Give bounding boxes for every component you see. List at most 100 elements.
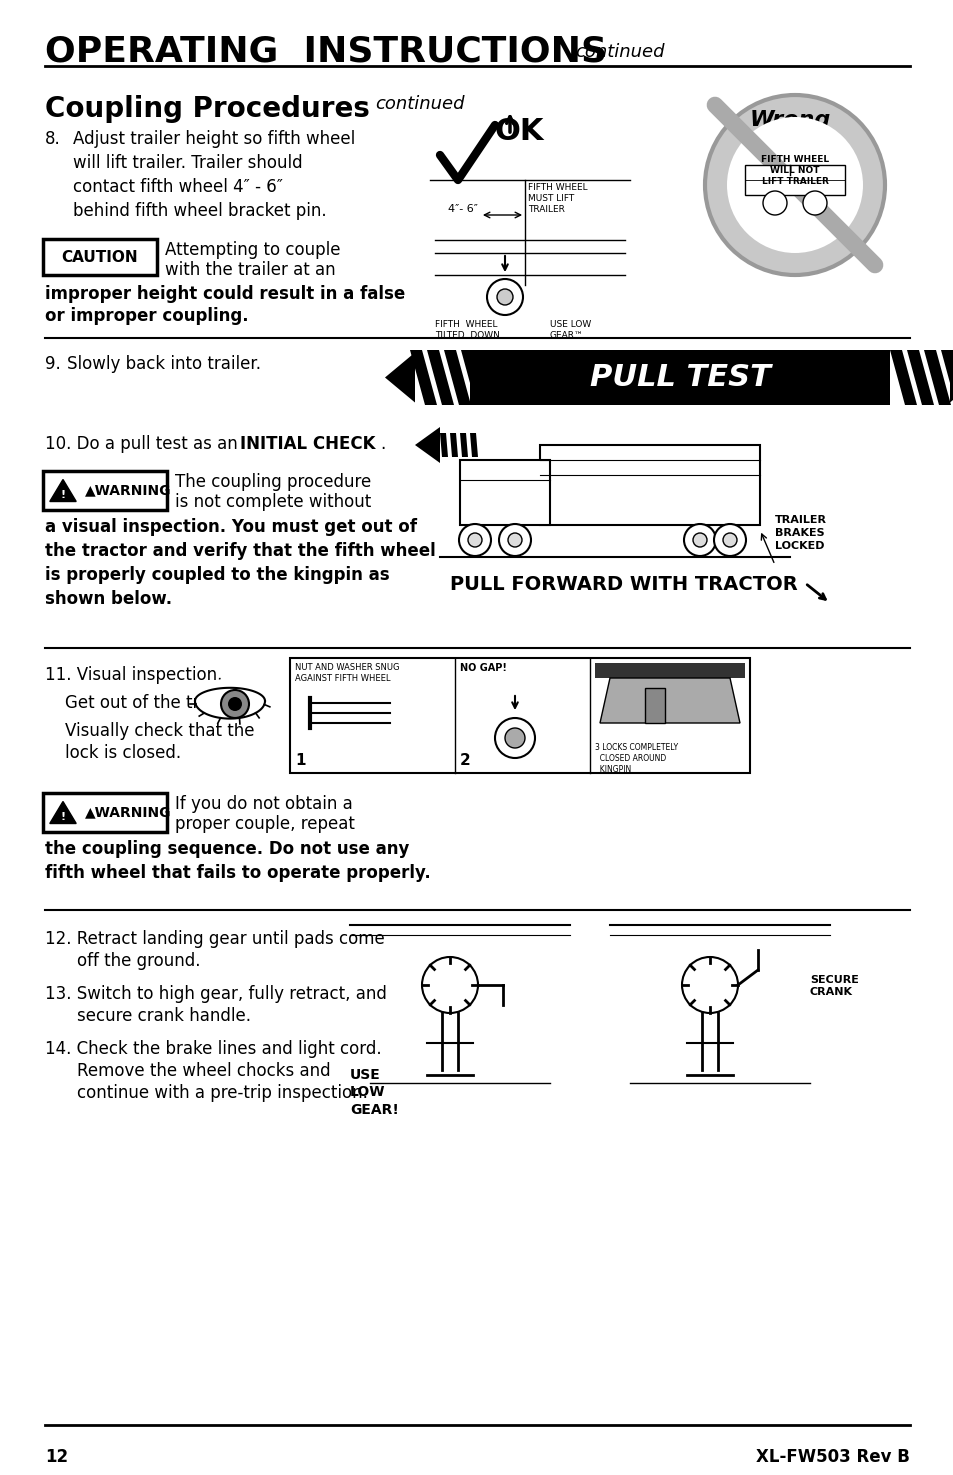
Text: OPERATING  INSTRUCTIONS: OPERATING INSTRUCTIONS [45,35,606,69]
Text: continued: continued [375,94,464,114]
Text: Slowly back into trailer.: Slowly back into trailer. [67,355,261,373]
Text: NO GAP!: NO GAP! [459,662,506,673]
Circle shape [468,532,481,547]
Bar [595,662,744,678]
Text: Attempting to couple: Attempting to couple [165,240,340,260]
Text: SECURE
CRANK: SECURE CRANK [809,975,858,997]
Text: Visually check that the: Visually check that the [65,721,254,740]
Text: Remove the wheel chocks and: Remove the wheel chocks and [77,1062,331,1080]
Text: the coupling sequence. Do not use any: the coupling sequence. Do not use any [45,839,409,858]
Text: Wrong: Wrong [749,111,830,130]
Circle shape [704,94,884,274]
Text: 10. Do a pull test as an: 10. Do a pull test as an [45,435,243,453]
Text: improper height could result in a false: improper height could result in a false [45,285,405,302]
Text: 4″- 6″: 4″- 6″ [448,204,477,214]
Text: shown below.: shown below. [45,590,172,608]
Text: 3 LOCKS COMPLETELY
  CLOSED AROUND
  KINGPIN: 3 LOCKS COMPLETELY CLOSED AROUND KINGPIN [595,743,678,774]
Circle shape [507,532,521,547]
Polygon shape [889,350,916,406]
Circle shape [802,190,826,215]
Text: fifth wheel that fails to operate properly.: fifth wheel that fails to operate proper… [45,864,431,882]
Text: ▲WARNING: ▲WARNING [85,805,172,820]
Text: PULL FORWARD WITH TRACTOR: PULL FORWARD WITH TRACTOR [450,575,797,594]
Text: 2: 2 [459,754,470,768]
Bar [644,687,664,723]
Text: ▲WARNING: ▲WARNING [85,484,172,497]
Polygon shape [50,801,76,823]
Circle shape [722,532,737,547]
Text: PULL TEST: PULL TEST [589,363,770,392]
Text: The coupling procedure: The coupling procedure [174,473,371,491]
Text: FIFTH WHEEL
WILL NOT
LIFT TRAILER: FIFTH WHEEL WILL NOT LIFT TRAILER [760,155,828,186]
Polygon shape [427,350,454,406]
Text: is not complete without: is not complete without [174,493,371,510]
FancyBboxPatch shape [43,471,167,510]
Polygon shape [599,678,740,723]
Polygon shape [443,350,471,406]
Bar [539,445,760,525]
Text: 8.: 8. [45,130,61,148]
Text: If you do not obtain a: If you do not obtain a [174,795,353,813]
Text: is properly coupled to the kingpin as: is properly coupled to the kingpin as [45,566,389,584]
Polygon shape [949,353,953,403]
Ellipse shape [194,678,265,724]
Text: Get out of the tractor.: Get out of the tractor. [65,695,246,712]
Circle shape [504,729,524,748]
Text: FIFTH  WHEEL
TILTED  DOWN: FIFTH WHEEL TILTED DOWN [435,320,499,341]
Text: continued: continued [575,43,664,60]
Text: off the ground.: off the ground. [77,951,200,971]
Circle shape [495,718,535,758]
Polygon shape [940,350,953,406]
Polygon shape [460,350,488,406]
Polygon shape [906,350,933,406]
Circle shape [228,698,242,711]
Polygon shape [923,350,950,406]
Circle shape [221,690,249,718]
Text: proper couple, repeat: proper couple, repeat [174,816,355,833]
Text: 12. Retract landing gear until pads come: 12. Retract landing gear until pads come [45,931,384,948]
Text: 1: 1 [294,754,305,768]
Bar [470,350,889,406]
Text: USE LOW
GEAR™: USE LOW GEAR™ [550,320,591,341]
Circle shape [497,289,513,305]
Circle shape [692,532,706,547]
Polygon shape [410,350,436,406]
Text: !: ! [60,813,66,823]
Text: a visual inspection. You must get out of: a visual inspection. You must get out of [45,518,416,535]
Text: !: ! [60,491,66,500]
Text: INITIAL CHECK: INITIAL CHECK [240,435,375,453]
Circle shape [681,957,738,1013]
Text: CAUTION: CAUTION [62,249,138,264]
FancyBboxPatch shape [43,239,157,274]
Text: 12: 12 [45,1448,68,1466]
Text: Coupling Procedures: Coupling Procedures [45,94,370,122]
Circle shape [458,524,491,556]
Text: USE
LOW
GEAR!: USE LOW GEAR! [350,1068,398,1117]
Text: NUT AND WASHER SNUG
AGAINST FIFTH WHEEL: NUT AND WASHER SNUG AGAINST FIFTH WHEEL [294,662,399,683]
Text: .: . [379,435,385,453]
Polygon shape [470,434,477,457]
Text: 11. Visual inspection.: 11. Visual inspection. [45,667,222,684]
Text: with the trailer at an: with the trailer at an [165,261,335,279]
Text: will lift trailer. Trailer should: will lift trailer. Trailer should [73,153,302,173]
Text: Adjust trailer height so fifth wheel: Adjust trailer height so fifth wheel [73,130,355,148]
Text: or improper coupling.: or improper coupling. [45,307,249,324]
Text: OK: OK [495,117,544,146]
Polygon shape [415,426,439,463]
Polygon shape [450,434,457,457]
Text: XL-FW503 Rev B: XL-FW503 Rev B [756,1448,909,1466]
Circle shape [498,524,531,556]
Text: 13. Switch to high gear, fully retract, and: 13. Switch to high gear, fully retract, … [45,985,387,1003]
Circle shape [726,117,862,254]
Polygon shape [385,353,415,403]
Text: TRAILER
BRAKES
LOCKED: TRAILER BRAKES LOCKED [774,515,826,552]
Text: secure crank handle.: secure crank handle. [77,1007,251,1025]
Circle shape [683,524,716,556]
Bar [459,460,550,525]
Bar [744,165,844,195]
Polygon shape [459,434,468,457]
Text: 14. Check the brake lines and light cord.: 14. Check the brake lines and light cord… [45,1040,381,1058]
Text: 9.: 9. [45,355,61,373]
Text: behind fifth wheel bracket pin.: behind fifth wheel bracket pin. [73,202,326,220]
Polygon shape [50,479,76,502]
